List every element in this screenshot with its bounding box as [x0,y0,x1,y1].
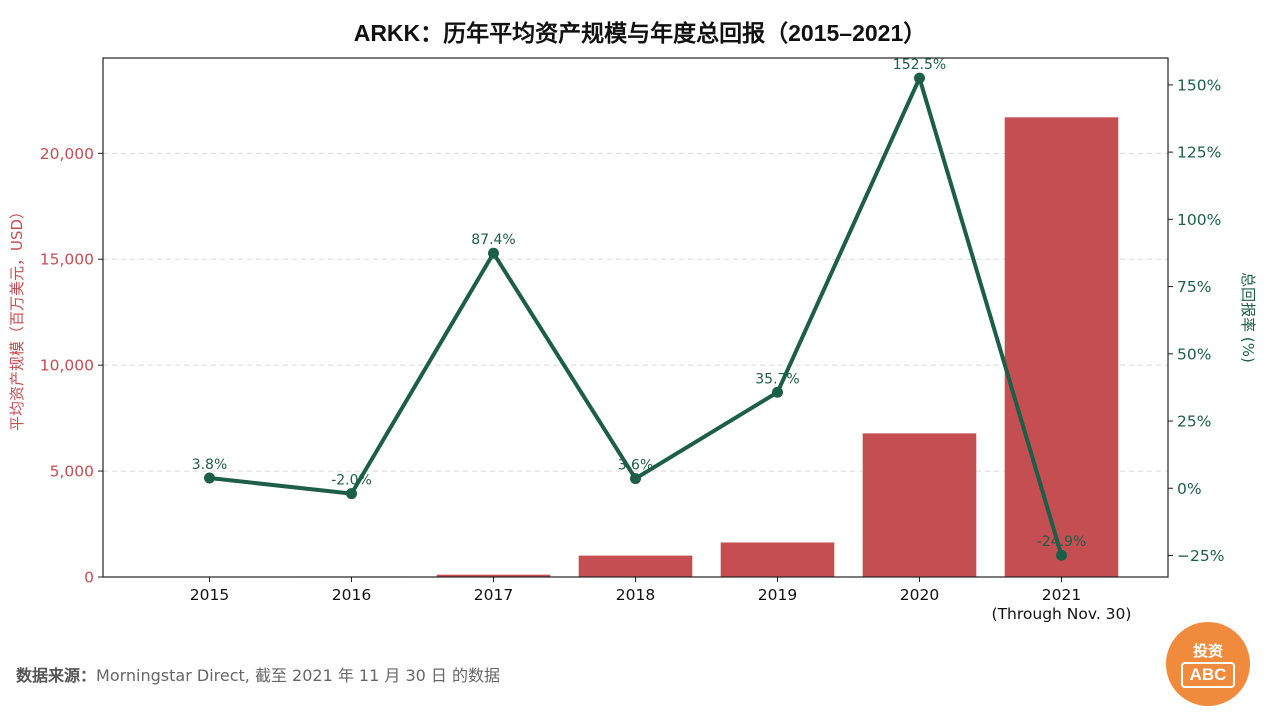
x-tick-label: 2016 [332,586,371,604]
x-tick-sublabel: (Through Nov. 30) [992,605,1132,623]
return-point-2015 [204,472,215,484]
return-label-2021: -24.9% [1037,534,1087,550]
x-tick-label: 2021 [1042,586,1081,604]
right-tick-label: −25% [1177,547,1224,565]
logo-top-text: 投资 [1192,642,1223,660]
return-label-2016: -2.0% [331,473,372,489]
left-tick-label: 0 [84,569,94,587]
logo-box-text: ABC [1181,662,1235,688]
right-tick-label: 50% [1177,345,1211,363]
bar-2021 [1004,117,1119,578]
right-tick-label: 125% [1177,144,1221,162]
right-tick-label: 0% [1177,480,1202,498]
source-text: Morningstar Direct, 截至 2021 年 11 月 30 日 … [96,666,500,685]
return-point-2020 [914,72,925,84]
x-tick-label: 2019 [758,586,797,604]
bar-2018 [578,555,693,577]
left-tick-label: 15,000 [40,251,94,269]
right-axis: −25% 0% 25% 50% 75% 100% 125% 150% [1168,76,1224,565]
right-tick-label: 25% [1177,413,1211,431]
left-tick-label: 10,000 [40,357,94,375]
return-label-2020: 152.5% [893,57,946,73]
right-axis-label: 总回报率 (%) [1239,272,1257,363]
bar-2020 [862,433,977,577]
line-annotations: 3.8% -2.0% 87.4% 3.6% 35.7% 152.5% -24.9% [192,57,1087,550]
right-tick-label: 150% [1177,76,1221,94]
return-point-2019 [772,386,783,398]
left-tick-label: 20,000 [40,145,94,163]
left-axis: 0 5,000 10,000 15,000 20,000 [40,145,103,587]
left-axis-label: 平均资产规模（百万美元，USD） [8,204,26,431]
return-label-2017: 87.4% [471,232,515,248]
right-tick-label: 100% [1177,211,1221,229]
x-axis: 2015 2016 2017 2018 2019 2020 2021(Through Nov… [190,577,1132,623]
brand-logo: 投资 ABC [1166,622,1250,706]
right-tick-label: 75% [1177,278,1211,296]
return-point-2016 [346,488,357,500]
x-tick-label: 2020 [900,586,939,604]
x-tick-label: 2017 [474,586,513,604]
return-label-2019: 35.7% [755,371,799,387]
source-note: 数据来源：Morningstar Direct, 截至 2021 年 11 月 … [16,662,500,686]
bar-2019 [720,542,835,577]
return-point-2018 [630,473,641,485]
x-tick-label: 2015 [190,586,229,604]
line-series [204,72,1067,561]
bar-2017 [436,574,551,577]
bar-series [152,117,1119,578]
x-tick-label: 2018 [616,586,655,604]
source-label: 数据来源： [16,666,97,685]
gridlines [103,152,1168,472]
return-point-2021 [1056,549,1067,561]
return-label-2018: 3.6% [618,458,654,474]
return-label-2015: 3.8% [192,457,228,473]
return-point-2017 [488,247,499,259]
chart-title: ARKK：历年平均资产规模与年度总回报（2015–2021） [353,20,927,46]
left-tick-label: 5,000 [50,463,94,481]
